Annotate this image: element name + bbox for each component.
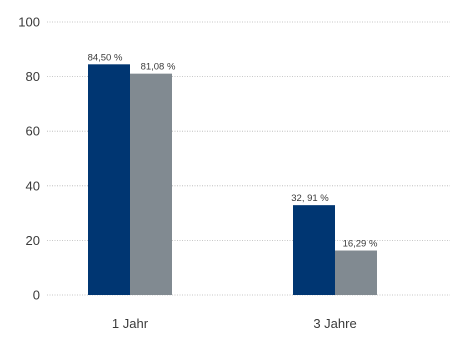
category-label-2: 3 Jahre	[313, 316, 356, 331]
y-tick-label-40: 40	[26, 178, 40, 193]
bar-series2-cat2	[335, 250, 377, 295]
y-axis-tick-labels: 0 20 40 60 80 100	[18, 15, 40, 303]
data-label-series2-cat2: 16,29 %	[343, 239, 378, 250]
bar-series2-cat1	[130, 73, 172, 295]
y-tick-label-0: 0	[33, 288, 40, 303]
data-label-series1-cat2: 32, 91 %	[291, 193, 329, 204]
y-tick-label-100: 100	[18, 15, 40, 30]
bar-series1-cat1	[88, 64, 130, 295]
data-label-series1-cat1: 84,50 %	[88, 52, 123, 63]
data-labels: 84,50 % 81,08 % 32, 91 % 16,29 %	[88, 52, 378, 249]
bar-series1-cat2	[293, 205, 335, 295]
y-tick-label-20: 20	[26, 233, 40, 248]
y-tick-label-80: 80	[26, 69, 40, 84]
category-label-1: 1 Jahr	[112, 316, 149, 331]
bars	[88, 64, 377, 295]
category-labels: 1 Jahr 3 Jahre	[112, 316, 357, 331]
y-tick-label-60: 60	[26, 124, 40, 139]
data-label-series2-cat1: 81,08 %	[141, 62, 176, 73]
grid-lines	[47, 21, 450, 296]
